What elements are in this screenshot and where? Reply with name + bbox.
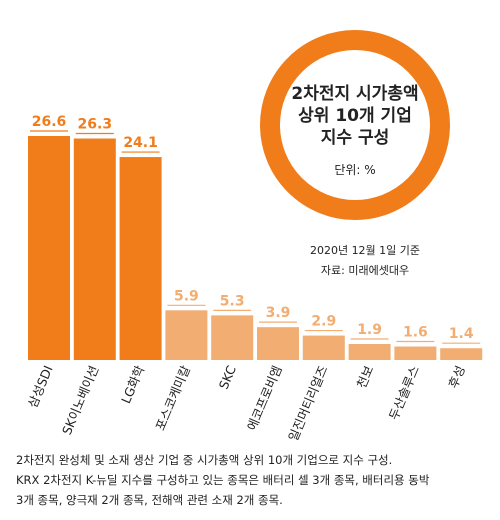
bar: [211, 315, 254, 360]
bar: [165, 310, 208, 360]
bar: [73, 138, 116, 360]
category-label: 일진머티리얼즈: [285, 363, 330, 443]
value-label: 24.1: [123, 135, 158, 151]
chart-title-line-1: 2차전지 시가총액: [291, 84, 419, 104]
category-label: 에코프로비엠: [244, 363, 285, 432]
value-label: 26.6: [32, 114, 67, 130]
footnote-line-2: KRX 2차전지 K-뉴딜 지수를 구성하고 있는 종목은 배터리 셀 3개 종…: [16, 473, 430, 487]
category-label: 후성: [445, 363, 468, 390]
category-label: SKC: [216, 363, 239, 391]
bar: [440, 348, 483, 360]
bar: [302, 335, 345, 360]
value-label: 26.3: [78, 117, 113, 133]
category-label: SK이노베이션: [59, 363, 102, 437]
value-label: 5.9: [174, 288, 199, 304]
value-label: 1.9: [357, 322, 382, 338]
category-label: 삼성SDI: [25, 363, 56, 410]
bar: [394, 346, 437, 360]
category-label: 천보: [354, 363, 377, 390]
bar: [119, 157, 162, 360]
chart-title: 2차전지 시가총액 상위 10개 기업 지수 구성: [281, 83, 429, 149]
chart-title-line-2: 상위 10개 기업: [298, 106, 412, 126]
footnote: 2차전지 완성체 및 소재 생산 기업 중 시가총액 상위 10개 기업으로 지…: [16, 450, 486, 510]
source-note: 자료: 미래에셋대우: [320, 264, 410, 277]
value-label: 1.6: [403, 325, 428, 341]
value-label: 5.3: [220, 293, 245, 309]
value-label: 1.4: [449, 326, 474, 342]
bar: [348, 344, 391, 360]
chart-title-line-3: 지수 구성: [320, 128, 390, 148]
value-label: 3.9: [266, 305, 291, 321]
bar: [28, 136, 70, 360]
footnote-line-1: 2차전지 완성체 및 소재 생산 기업 중 시가총액 상위 10개 기업으로 지…: [16, 453, 393, 467]
value-label: 2.9: [311, 314, 336, 330]
date-note: 2020년 12월 1일 기준: [309, 244, 421, 257]
unit-label: 단위: %: [334, 163, 376, 177]
category-label: 두산솔루스: [386, 363, 422, 422]
bar: [257, 327, 299, 360]
footnote-line-3: 3개 종목, 양극재 2개 종목, 전해액 관련 소재 2개 종목.: [16, 493, 283, 507]
category-label: LG화학: [118, 363, 147, 406]
category-label: 포스코케미칼: [152, 363, 193, 433]
